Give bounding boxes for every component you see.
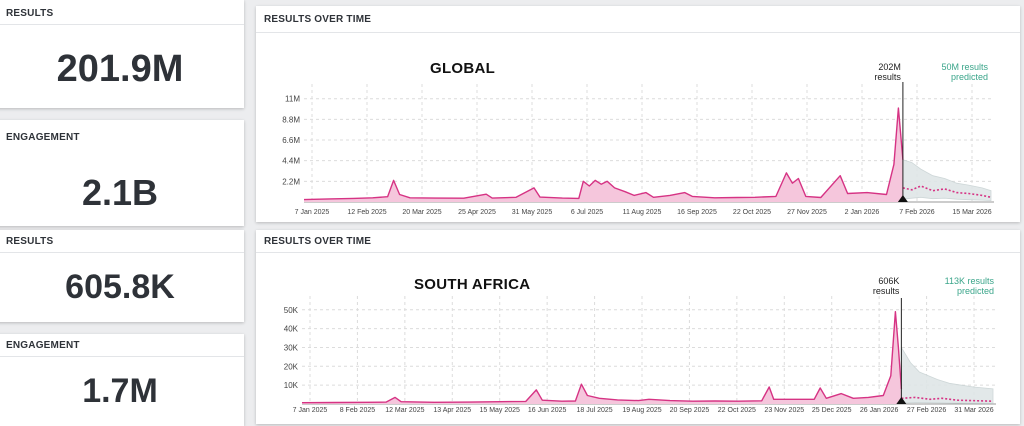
x-tick-label: 25 Dec 2025: [812, 407, 852, 414]
stat-card-global-engagement: ENGAGEMENT 2.1B: [0, 120, 244, 226]
x-tick-label: 27 Feb 2026: [907, 407, 946, 414]
chart-card-south-africa: RESULTS OVER TIME SOUTH AFRICA 10K 20K 30K…: [256, 230, 1020, 424]
divider: [0, 356, 244, 357]
x-tick-label: 22 Oct 2025: [718, 407, 756, 414]
x-tick-label: 20 Mar 2025: [402, 209, 441, 216]
x-tick-label: 2 Jan 2026: [845, 209, 880, 216]
region-title: GLOBAL: [430, 60, 496, 77]
stat-value: 605.8K: [65, 268, 175, 306]
y-tick-label: 6.6M: [282, 136, 300, 145]
y-tick-label: 8.8M: [282, 115, 300, 124]
x-tick-label: 22 Oct 2025: [733, 209, 771, 216]
global-results-chart: 2.2M 4.4M 6.6M 8.8M 11M 7 Jan 2025 12 Feb 2025…: [282, 62, 994, 216]
x-tick-label: 18 Jul 2025: [576, 407, 612, 414]
stat-label: RESULTS: [6, 8, 54, 19]
x-tick-label: 20 Sep 2025: [670, 407, 710, 414]
marker-caption: results: [873, 286, 900, 296]
actual-results-line: [301, 311, 903, 404]
x-tick-label: 7 Jan 2025: [293, 407, 328, 414]
y-tick-label: 40K: [284, 325, 299, 334]
x-tick-label: 12 Mar 2025: [385, 407, 424, 414]
actual-results-line: [303, 107, 904, 201]
x-tick-label: 11 Aug 2025: [623, 209, 662, 216]
y-tick-label: 2.2M: [282, 177, 300, 186]
stat-value: 201.9M: [56, 48, 184, 90]
predicted-value: 50M results: [941, 62, 988, 72]
stat-label: ENGAGEMENT: [6, 340, 80, 351]
stat-label: ENGAGEMENT: [6, 132, 80, 143]
y-tick-label: 10K: [284, 381, 299, 390]
x-tick-label: 15 Mar 2026: [952, 209, 991, 216]
x-tick-label: 26 Jan 2026: [860, 407, 899, 414]
predicted-results-line: [901, 396, 994, 402]
predicted-caption: predicted: [957, 286, 994, 296]
south-africa-results-chart: 10K 20K 30K 40K 50K 7 Jan 2025 8 Feb 2025 12 Ma…: [284, 276, 996, 414]
y-tick-label: 4.4M: [282, 157, 300, 166]
divider: [256, 252, 1020, 253]
today-marker-triangle: [896, 397, 907, 404]
y-tick-label: 11M: [285, 95, 300, 104]
actual-results-area: [304, 108, 903, 202]
stat-label: RESULTS: [6, 236, 54, 247]
x-tick-label: 27 Nov 2025: [787, 209, 827, 216]
y-tick-label: 50K: [284, 306, 299, 315]
marker-value: 606K: [878, 276, 899, 286]
x-tick-label: 6 Jul 2025: [571, 209, 603, 216]
x-tick-label: 23 Nov 2025: [764, 407, 804, 414]
x-tick-label: 16 Jun 2025: [528, 407, 567, 414]
divider: [256, 32, 1020, 33]
stat-card-sa-results: RESULTS 605.8K: [0, 230, 244, 322]
x-tick-label: 19 Aug 2025: [622, 407, 661, 414]
x-tick-label: 25 Apr 2025: [458, 209, 496, 216]
chart-card-global: RESULTS OVER TIME GLOBAL 2.2M 4.4M 6.6M 8.8…: [256, 6, 1020, 222]
predicted-value: 113K results: [945, 276, 995, 286]
stat-value: 2.1B: [81, 172, 159, 213]
x-tick-label: 31 Mar 2026: [954, 407, 993, 414]
x-tick-label: 7 Jan 2025: [295, 209, 330, 216]
stat-card-sa-engagement: ENGAGEMENT 1.7M: [0, 334, 244, 426]
x-tick-label: 15 May 2025: [479, 407, 520, 414]
marker-value: 202M: [878, 62, 901, 72]
stat-value: 1.7M: [82, 372, 158, 410]
divider: [0, 24, 244, 25]
chart-panel-title: RESULTS OVER TIME: [264, 14, 372, 25]
x-tick-label: 13 Apr 2025: [433, 407, 471, 414]
today-marker-triangle: [897, 195, 908, 202]
x-tick-label: 7 Feb 2026: [899, 209, 935, 216]
prediction-band: [902, 159, 992, 202]
divider: [0, 252, 244, 253]
marker-caption: results: [874, 72, 901, 82]
y-tick-label: 30K: [284, 343, 299, 352]
actual-results-area: [302, 311, 902, 404]
region-title: SOUTH AFRICA: [414, 276, 531, 293]
x-tick-label: 16 Sep 2025: [677, 209, 717, 216]
chart-panel-title: RESULTS OVER TIME: [264, 236, 372, 247]
y-tick-label: 20K: [284, 362, 299, 371]
predicted-results-line: [902, 185, 992, 199]
stat-card-global-results: RESULTS 201.9M: [0, 0, 244, 108]
predicted-caption: predicted: [951, 72, 988, 82]
x-tick-label: 12 Feb 2025: [347, 209, 386, 216]
x-tick-label: 31 May 2025: [512, 209, 553, 216]
x-tick-label: 8 Feb 2025: [340, 407, 376, 414]
prediction-band: [901, 346, 994, 404]
